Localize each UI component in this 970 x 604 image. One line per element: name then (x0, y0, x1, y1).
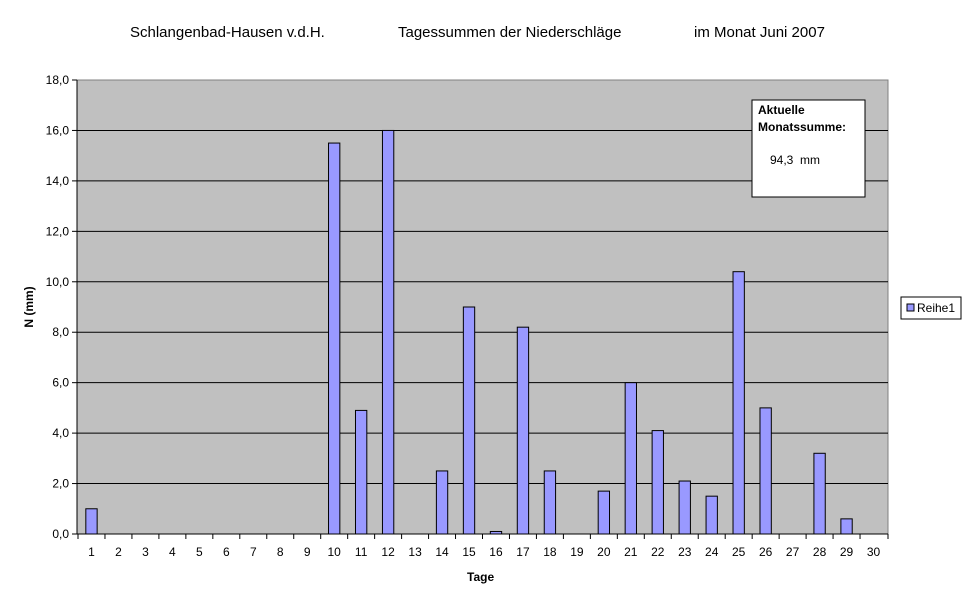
bar-day-21 (624, 382, 637, 535)
bar-day-17 (516, 326, 530, 535)
y-tick-label: 10,0 (46, 275, 70, 289)
bar-day-14 (435, 470, 449, 535)
x-tick-label: 12 (381, 545, 395, 559)
bar-day-16 (489, 530, 503, 535)
legend-label: Reihe1 (917, 301, 955, 315)
x-tick-label: 24 (705, 545, 719, 559)
bar-day-29 (840, 518, 853, 535)
y-axis-title: N (mm) (22, 286, 36, 327)
x-tick-label: 28 (813, 545, 827, 559)
bar-day-20 (597, 490, 611, 535)
bar-day-24 (705, 495, 718, 535)
x-tick-label: 4 (169, 545, 176, 559)
x-tick-label: 1 (88, 545, 95, 559)
bar-day-26 (759, 407, 772, 535)
x-tick-label: 25 (732, 545, 746, 559)
bar-day-22 (651, 430, 664, 535)
legend-frame (900, 296, 962, 320)
x-tick-label: 19 (570, 545, 584, 559)
x-tick-label: 30 (867, 545, 881, 559)
title-period: im Monat Juni 2007 (694, 24, 825, 41)
bar-day-25 (732, 271, 745, 535)
y-tick-label: 14,0 (46, 174, 70, 188)
x-tick-label: 23 (678, 545, 692, 559)
x-tick-label: 9 (304, 545, 311, 559)
x-tick-label: 21 (624, 545, 638, 559)
monthly-sum-value: 94,3 mm (770, 153, 820, 167)
monthly-sum-label-line2: Monatssumme: (758, 120, 846, 134)
y-tick-label: 18,0 (46, 73, 70, 87)
monthly-sum-box-frame (751, 99, 866, 198)
y-axis-ticks: 0,0 2,0 4,0 6,0 8,0 10,0 12,0 14,0 16,0 18,0 (46, 73, 77, 541)
x-tick-label: 6 (223, 545, 230, 559)
y-tick-label: 2,0 (52, 477, 69, 491)
x-tick-label: 14 (435, 545, 449, 559)
y-tick-label: 0,0 (52, 527, 69, 541)
bar-day-23 (678, 480, 691, 535)
monthly-sum-box: Aktuelle Monatssumme: 94,3 mm (751, 99, 866, 198)
x-tick-label: 15 (462, 545, 476, 559)
y-tick-label: 6,0 (52, 376, 69, 390)
legend-swatch (906, 303, 915, 312)
bar-day-10 (328, 142, 341, 535)
bar-day-11 (354, 409, 368, 535)
x-tick-label: 10 (328, 545, 342, 559)
monthly-sum-label-line1: Aktuelle (758, 103, 805, 117)
x-tick-label: 18 (543, 545, 557, 559)
x-tick-label: 22 (651, 545, 665, 559)
y-tick-label: 12,0 (46, 224, 70, 238)
x-tick-label: 2 (115, 545, 122, 559)
bar-day-12 (381, 129, 395, 535)
x-tick-label: 27 (786, 545, 800, 559)
bar-day-15 (462, 306, 476, 535)
x-tick-label: 16 (489, 545, 503, 559)
x-tick-label: 29 (840, 545, 854, 559)
x-tick-label: 5 (196, 545, 203, 559)
legend: Reihe1 (900, 296, 962, 320)
x-axis-ticks: 1 2 3 4 5 6 7 8 9 10 11 12 13 14 15 16 17 18 19 20 21 22 23 24 2… (77, 534, 889, 559)
bar-day-18 (543, 470, 557, 535)
y-tick-label: 16,0 (46, 123, 70, 137)
x-tick-label: 17 (516, 545, 530, 559)
x-tick-label: 11 (355, 545, 368, 559)
x-tick-label: 26 (759, 545, 773, 559)
chart-title: Schlangenbad-Hausen v.d.H. Tagessummen d… (130, 24, 825, 41)
x-tick-label: 7 (250, 545, 257, 559)
y-tick-label: 8,0 (52, 325, 69, 339)
y-tick-label: 4,0 (52, 426, 69, 440)
bars (85, 129, 853, 535)
title-subject: Tagessummen der Niederschläge (398, 24, 621, 41)
title-location: Schlangenbad-Hausen v.d.H. (130, 24, 325, 41)
bar-day-1 (85, 508, 98, 535)
x-tick-label: 20 (597, 545, 611, 559)
x-tick-label: 13 (408, 545, 422, 559)
bar-day-28 (813, 452, 826, 535)
x-axis-title: Tage (467, 570, 494, 584)
x-tick-label: 3 (142, 545, 149, 559)
x-tick-label: 8 (277, 545, 284, 559)
